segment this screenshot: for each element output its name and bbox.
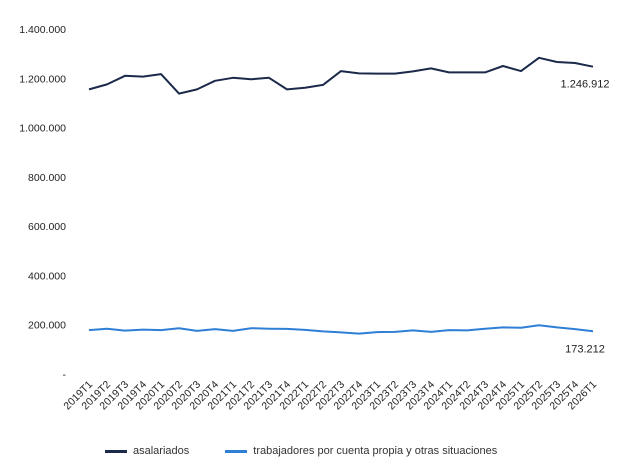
y-tick-label: - (63, 369, 67, 381)
end-labels: 1.246.912 173.212 (561, 79, 610, 356)
end-data-label: 1.246.912 (561, 79, 610, 91)
series-line-asalariados (88, 56, 594, 95)
legend-label-asalariados: asalariados (133, 445, 190, 457)
y-tick-label: 200.000 (28, 320, 66, 332)
legend-item-cuenta-propia: trabajadores por cuenta propia y otras s… (225, 445, 497, 457)
y-tick-label: 1.400.000 (19, 24, 66, 36)
series-line-cuenta-propia (88, 324, 594, 335)
y-tick-label: 800.000 (28, 172, 66, 184)
end-data-label: 173.212 (565, 343, 605, 355)
y-tick-label: 1.000.000 (19, 123, 66, 135)
legend-swatch-cuenta-propia (225, 449, 248, 453)
y-tick-label: 400.000 (28, 270, 66, 282)
y-axis-ticks: - 200.000 400.000 600.000 800.000 1.000.000 1.… (19, 24, 66, 381)
legend-swatch-asalariados (105, 449, 127, 453)
y-tick-label: 600.000 (28, 221, 66, 233)
y-tick-label: 1.200.000 (19, 73, 66, 85)
series-lines (88, 56, 594, 335)
legend-label-cuenta-propia: trabajadores por cuenta propia y otras s… (253, 445, 498, 457)
x-axis-ticks: 2019T12019T22019T32019T42020T12020T22020… (61, 379, 599, 413)
legend-item-asalariados: asalariados (105, 445, 189, 457)
legend: asalariados trabajadores por cuenta prop… (105, 445, 533, 457)
